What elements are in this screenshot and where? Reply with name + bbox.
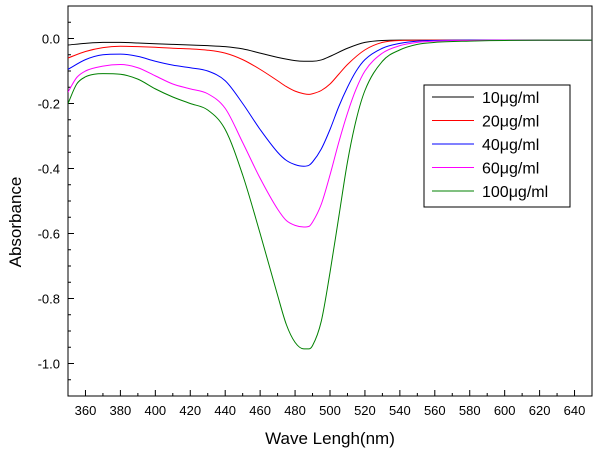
series-layer bbox=[68, 39, 592, 350]
y-tick-label: -1.0 bbox=[38, 357, 60, 372]
x-tick-label: 560 bbox=[424, 403, 446, 418]
x-tick-label: 640 bbox=[564, 403, 586, 418]
legend-label-1: 20μg/ml bbox=[482, 114, 539, 131]
x-tick-label: 360 bbox=[75, 403, 97, 418]
y-tick-label: -0.4 bbox=[38, 162, 60, 177]
x-tick-label: 520 bbox=[354, 403, 376, 418]
y-tick-label: -0.8 bbox=[38, 292, 60, 307]
x-tick-label: 460 bbox=[249, 403, 271, 418]
x-tick-label: 600 bbox=[494, 403, 516, 418]
x-tick-label: 580 bbox=[459, 403, 481, 418]
x-axis-title: Wave Lengh(nm) bbox=[265, 429, 395, 448]
y-tick-label: 0.0 bbox=[42, 32, 60, 47]
y-tick-label: -0.2 bbox=[38, 97, 60, 112]
series-line-0 bbox=[68, 39, 592, 62]
y-tick-label: -0.6 bbox=[38, 227, 60, 242]
legend-label-3: 60μg/ml bbox=[482, 161, 539, 178]
x-tick-label: 480 bbox=[284, 403, 306, 418]
legend-label-2: 40μg/ml bbox=[482, 137, 539, 154]
y-axis-title: Absorbance bbox=[6, 177, 25, 268]
series-line-4 bbox=[68, 39, 592, 350]
x-tick-label: 620 bbox=[529, 403, 551, 418]
x-tick-label: 420 bbox=[179, 403, 201, 418]
x-tick-label: 540 bbox=[389, 403, 411, 418]
x-tick-label: 380 bbox=[110, 403, 132, 418]
legend-box bbox=[423, 84, 571, 208]
series-line-1 bbox=[68, 39, 592, 95]
series-line-3 bbox=[68, 39, 592, 228]
legend-label-4: 100μg/ml bbox=[482, 184, 548, 201]
legend-label-0: 10μg/ml bbox=[482, 90, 539, 107]
x-tick-label: 440 bbox=[214, 403, 236, 418]
x-tick-label: 400 bbox=[144, 403, 166, 418]
legend: 10μg/ml 20μg/ml 40μg/ml 60μg/ml 100μg/ml bbox=[423, 84, 571, 208]
x-tick-label: 500 bbox=[319, 403, 341, 418]
series-line-2 bbox=[68, 39, 592, 167]
axis-ticks: 360 380 400 420 440 460 480 500 520 540 560 580 600 6… bbox=[38, 21, 593, 418]
